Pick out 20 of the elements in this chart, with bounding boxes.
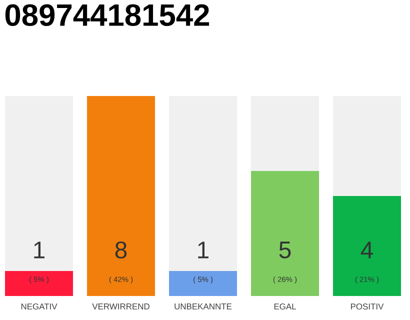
data-label: 1 <box>34 242 44 258</box>
bar <box>333 196 402 296</box>
bar <box>169 271 238 296</box>
data-label: 5 <box>279 242 291 258</box>
chart-title: 089744181542 <box>5 4 210 26</box>
x-tick-label: VERWIRREND <box>92 304 150 310</box>
bar <box>5 271 73 296</box>
data-label: 1 <box>198 242 208 258</box>
x-tick-label: EGAL <box>274 304 296 310</box>
bar <box>251 96 320 171</box>
x-tick-label: UNBEKANNTE <box>174 304 232 310</box>
data-label: 4 <box>360 242 373 258</box>
x-tick-label: POSITIV <box>350 304 384 310</box>
bar <box>87 96 155 296</box>
bar <box>251 171 320 296</box>
bar <box>333 96 402 196</box>
bar <box>169 96 238 271</box>
x-tick-label: NEGATIV <box>21 304 58 310</box>
data-label: 8 <box>115 242 127 258</box>
bar <box>5 96 73 271</box>
